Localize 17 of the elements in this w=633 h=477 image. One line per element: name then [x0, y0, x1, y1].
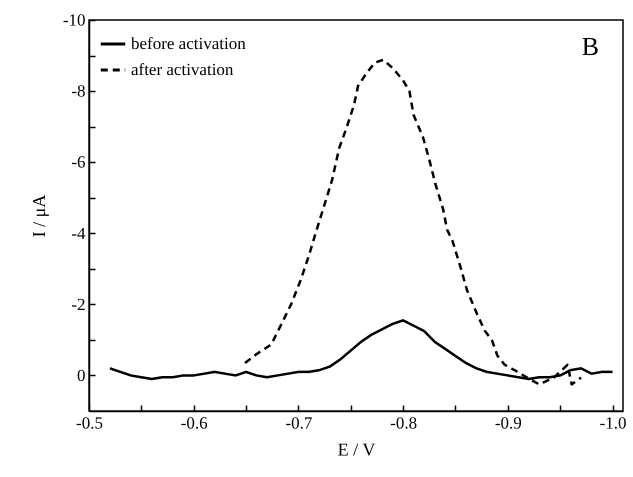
annotation: B	[582, 32, 599, 61]
y-axis-title: I / μA	[28, 194, 49, 238]
y-tick-label: -2	[71, 294, 86, 314]
y-tick-label: 0	[77, 366, 86, 385]
y-tick-label: -10	[62, 10, 86, 30]
x-tick-label: -0.5	[76, 414, 103, 432]
x-tick-label: -0.7	[285, 414, 313, 432]
x-tick-label: -1.0	[600, 414, 626, 432]
y-tick-label: -4	[71, 224, 86, 243]
x-tick-label: -0.8	[390, 414, 418, 432]
legend-label: before activation	[131, 34, 246, 53]
y-tick-label: -8	[71, 82, 86, 101]
x-tick-label: -0.6	[180, 414, 208, 432]
x-tick-label: -0.9	[494, 414, 522, 432]
y-tick-label: -6	[71, 152, 86, 172]
x-axis-title: E / V	[338, 440, 376, 460]
legend-label: after activation	[131, 60, 234, 79]
